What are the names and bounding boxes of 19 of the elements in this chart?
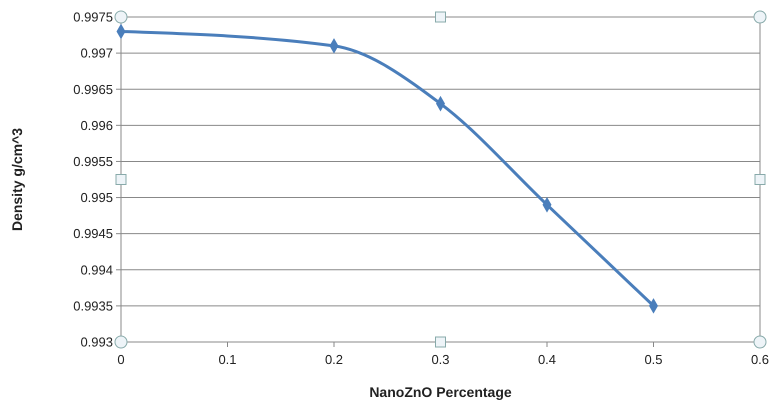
- x-tick-label: 0.4: [538, 352, 556, 367]
- x-axis-title: NanoZnO Percentage: [369, 384, 512, 400]
- y-tick-label: 0.9955: [73, 154, 113, 169]
- y-tick-label: 0.9935: [73, 298, 113, 314]
- y-tick-label: 0.997: [80, 46, 113, 61]
- x-tick-label: 0.5: [644, 352, 663, 367]
- y-tick-label: 0.995: [80, 190, 113, 206]
- x-tick-label: 0.1: [218, 352, 237, 367]
- x-tick-label: 0.6: [750, 352, 770, 367]
- y-tick-label: 0.9975: [73, 10, 113, 25]
- y-axis-title: Density g/cm^3: [9, 128, 25, 232]
- y-tick-label: 0.996: [80, 118, 113, 133]
- x-tick-label: 0.2: [324, 352, 344, 367]
- x-tick-label: 0.3: [431, 352, 450, 367]
- x-tick-label: 0: [117, 352, 125, 367]
- y-tick-label: 0.9945: [73, 226, 113, 242]
- y-tick-label: 0.993: [80, 334, 113, 350]
- y-tick-label: 0.994: [80, 262, 113, 278]
- y-tick-label: 0.9965: [73, 82, 113, 97]
